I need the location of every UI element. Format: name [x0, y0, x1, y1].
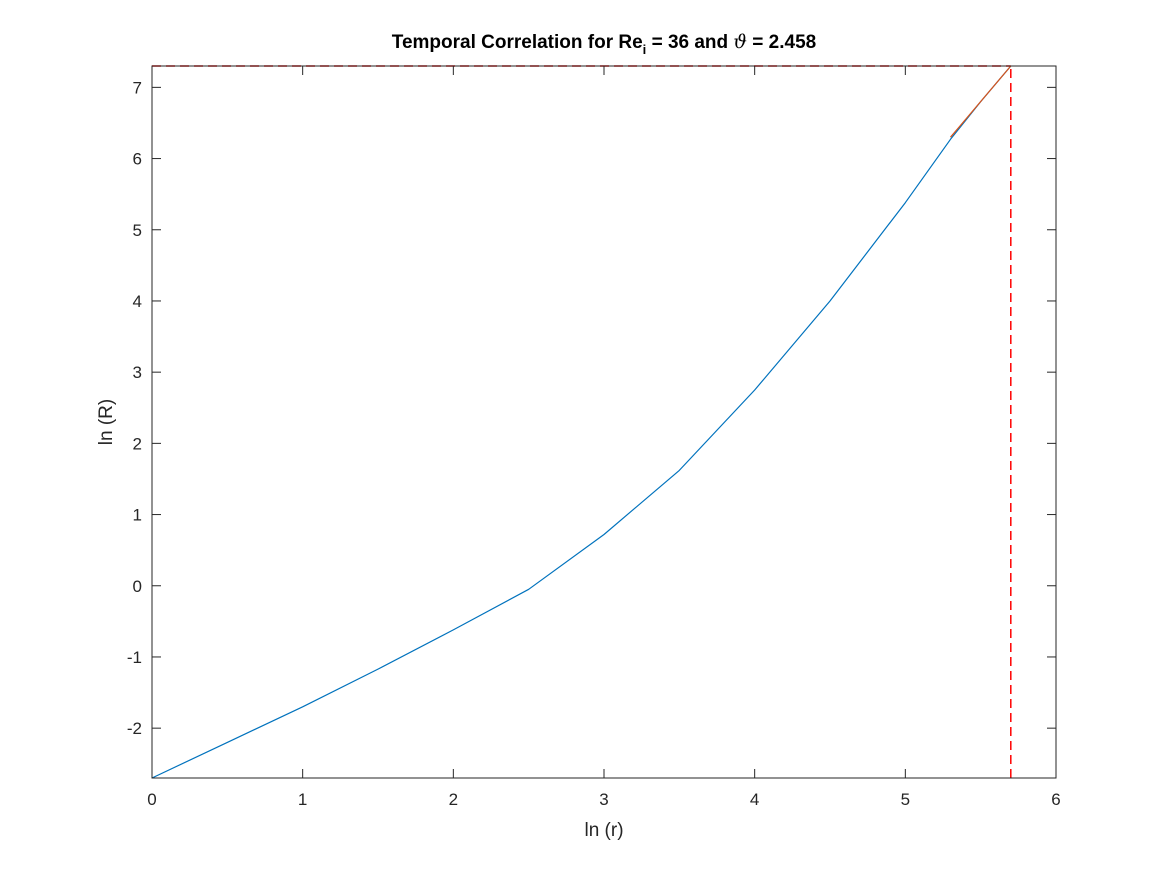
y-tick-label: 3	[133, 363, 142, 382]
y-axis: -2 -1 0 1 2 3 4 5 6 7	[127, 78, 1056, 738]
title-subscript: i	[643, 42, 647, 57]
x-tick-label: 4	[750, 790, 759, 809]
x-tick-label: 5	[901, 790, 910, 809]
y-tick-label: 0	[133, 577, 142, 596]
y-tick-label: 2	[133, 434, 142, 453]
series-line-1	[151, 65, 1012, 779]
chart-title: Temporal Correlation for Rei = 36 and ϑ …	[392, 31, 816, 57]
series-line-2	[950, 65, 1012, 138]
x-axis-label: ln (r)	[584, 820, 623, 841]
x-tick-label: 2	[449, 790, 458, 809]
series-layer	[151, 65, 1012, 779]
x-axis: 0 1 2 3 4 5 6	[147, 66, 1061, 809]
y-tick-label: 6	[133, 150, 142, 169]
y-tick-label: 7	[133, 78, 142, 97]
y-tick-label: 5	[133, 221, 142, 240]
y-tick-label: -2	[127, 719, 142, 738]
x-tick-label: 0	[147, 790, 156, 809]
theta-symbol: ϑ	[733, 31, 747, 53]
plot-area	[152, 66, 1056, 778]
y-tick-label: 1	[133, 506, 142, 525]
y-tick-label: 4	[133, 292, 142, 311]
x-tick-label: 6	[1051, 790, 1060, 809]
x-tick-label: 3	[599, 790, 608, 809]
y-axis-label: ln (R)	[96, 399, 117, 445]
y-tick-label: -1	[127, 648, 142, 667]
x-tick-label: 1	[298, 790, 307, 809]
